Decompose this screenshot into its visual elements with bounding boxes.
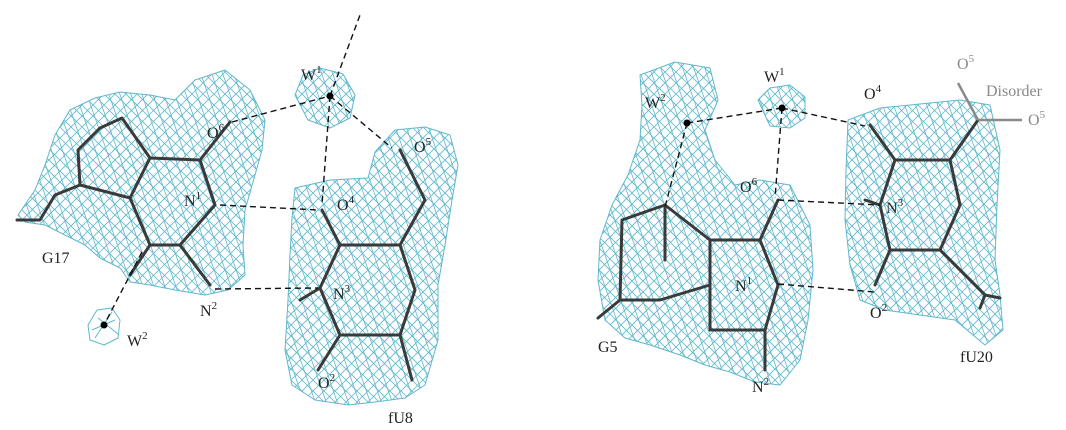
atom-label-o6-right: O6 xyxy=(740,176,758,196)
water1-left-atom xyxy=(326,92,334,100)
atom-label-o5-disorder-a: O5 xyxy=(957,53,975,73)
water1-right-atom xyxy=(778,104,786,112)
atom-label-o2-right: O2 xyxy=(870,302,887,322)
water2-right-label: W2 xyxy=(645,92,666,112)
residue-label-g17: G17 xyxy=(42,250,70,267)
water1-left-label: W1 xyxy=(301,64,322,84)
atom-label-o4-left: O4 xyxy=(337,194,355,214)
water1-right-label: W1 xyxy=(764,66,785,86)
atom-label-o5-disorder-b: O5 xyxy=(1028,109,1046,129)
atom-label-n2-left: N2 xyxy=(200,300,217,320)
atom-label-n1-right: N1 xyxy=(735,275,752,295)
atom-label-o6-left: O6 xyxy=(207,122,225,142)
g17-bonds xyxy=(15,116,232,287)
residue-label-g5: G5 xyxy=(598,339,618,356)
water2-left-atom xyxy=(100,321,108,329)
water2-left-label: W2 xyxy=(127,330,148,350)
atom-label-o2-left: O2 xyxy=(318,372,335,392)
atom-label-n3-right: N3 xyxy=(886,197,904,217)
disorder-bonds xyxy=(956,82,1022,122)
hbonds-right xyxy=(664,107,881,293)
disorder-label: Disorder xyxy=(986,83,1043,100)
atom-label-n3-left: N3 xyxy=(333,283,351,303)
residue-label-fu20: fU20 xyxy=(960,349,993,366)
atom-label-o4-right: O4 xyxy=(864,83,882,103)
fu20-bonds xyxy=(863,118,1002,310)
atom-label-n2-right: N2 xyxy=(752,376,769,396)
atom-label-n1-left: N1 xyxy=(184,190,201,210)
atom-label-o5-left: O5 xyxy=(414,136,432,156)
g5-bonds xyxy=(596,198,780,372)
fu8-bonds xyxy=(298,148,427,382)
hbonds-left xyxy=(103,14,393,326)
residue-label-fu8: fU8 xyxy=(388,410,413,427)
water2-right-atom xyxy=(683,119,691,127)
